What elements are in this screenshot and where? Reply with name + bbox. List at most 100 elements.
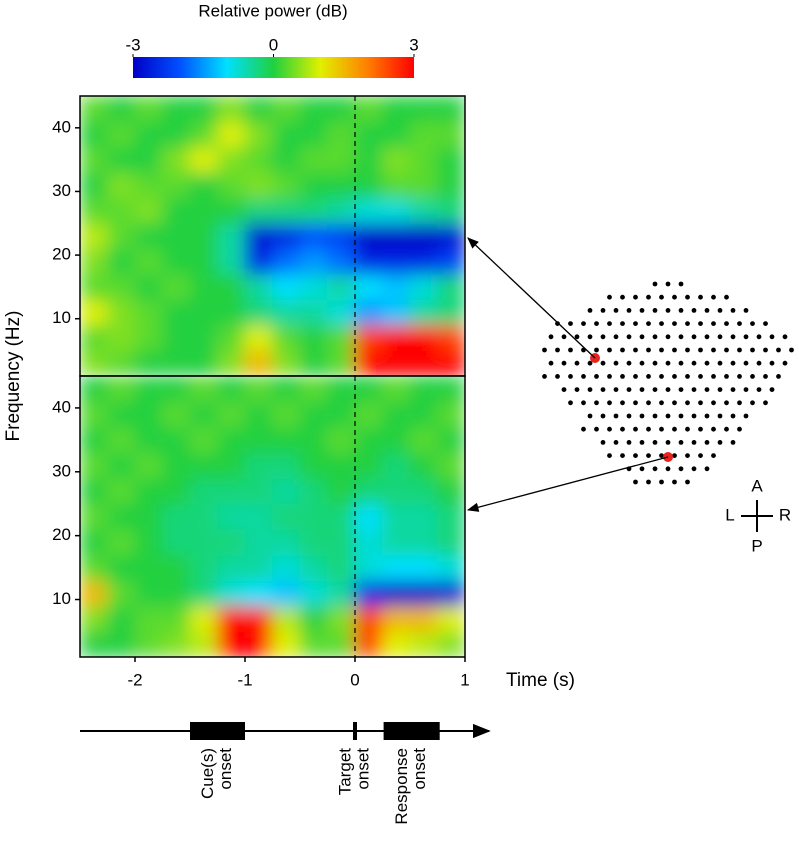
heatmap-cell	[189, 630, 218, 657]
sensor	[769, 360, 775, 366]
heatmap-cell	[299, 299, 328, 326]
sensor	[763, 321, 768, 326]
colorbar-tick-label: 0	[269, 35, 278, 54]
heatmap-cell	[409, 579, 438, 607]
sensor	[711, 321, 716, 326]
heatmap-cell	[327, 96, 356, 122]
heatmap-cell	[354, 554, 383, 581]
sensor	[542, 347, 547, 353]
heatmap-cell	[162, 401, 191, 428]
sensor	[691, 466, 697, 472]
sensor	[672, 294, 677, 300]
heatmap-cell	[327, 376, 356, 403]
heatmap-cell	[217, 222, 246, 250]
sensor	[600, 360, 606, 366]
heatmap-cell	[299, 248, 328, 275]
sensor	[659, 426, 664, 432]
direction-posterior: P	[751, 536, 762, 555]
heatmap-cell	[217, 96, 246, 122]
sensor	[711, 374, 716, 379]
heatmap-cell	[382, 273, 411, 301]
heatmap-cell	[354, 171, 383, 199]
heatmap-cell	[189, 503, 218, 530]
heatmap-cell	[244, 401, 273, 428]
heatmap-cell	[354, 426, 383, 454]
heatmap-cell	[80, 376, 108, 403]
sensor	[561, 334, 567, 340]
sensor	[620, 374, 625, 379]
sensor	[659, 347, 664, 353]
sensor	[704, 334, 710, 340]
sensor	[665, 281, 671, 287]
heatmap-cell	[107, 503, 136, 530]
connector-arrow	[467, 237, 596, 359]
heatmap-cell	[162, 96, 191, 122]
heatmap-cell	[299, 350, 328, 376]
heatmap-cell	[134, 324, 163, 352]
heatmap-cell	[107, 528, 136, 556]
heatmap-cell	[327, 554, 356, 581]
sensor	[730, 413, 736, 419]
heatmap-cell	[299, 503, 328, 530]
heatmap-cell	[272, 426, 301, 454]
sensor	[626, 387, 632, 392]
sensor	[594, 374, 599, 379]
heatmap-cell	[107, 426, 136, 454]
sensor	[678, 308, 684, 313]
heatmap-cell	[107, 350, 136, 376]
sensor	[607, 347, 612, 353]
sensor	[672, 426, 677, 432]
heatmap-cell	[327, 197, 356, 224]
heatmap-cell	[327, 528, 356, 556]
heatmap-cell	[162, 171, 191, 199]
sensor	[698, 347, 703, 353]
heatmap-cell	[299, 528, 328, 556]
heatmap-cell	[244, 324, 273, 352]
timeline-label: Cue(s)	[198, 748, 217, 799]
sensor	[750, 347, 755, 353]
sensor	[633, 453, 638, 458]
heatmap-cell	[217, 401, 246, 428]
connector-arrow	[466, 456, 669, 512]
sensor	[652, 387, 658, 392]
heatmap-cell	[217, 197, 246, 224]
sensor	[698, 400, 703, 406]
heatmap-cell	[244, 171, 273, 199]
heatmap-cell	[134, 401, 163, 428]
sensor	[548, 334, 554, 340]
heatmap-cell	[107, 401, 136, 428]
heatmap-cell	[217, 299, 246, 326]
heatmap-cell	[354, 350, 383, 376]
sensor	[652, 360, 658, 366]
heatmap-cell	[272, 222, 301, 250]
heatmap-cell	[217, 273, 246, 301]
sensor	[730, 440, 736, 445]
sensor	[620, 294, 625, 300]
heatmap-cell	[299, 324, 328, 352]
sensor	[581, 321, 586, 326]
heatmap-cell	[354, 197, 383, 224]
sensor	[724, 426, 729, 432]
sensor	[568, 321, 573, 326]
heatmap-cell	[107, 120, 136, 148]
sensor	[652, 334, 658, 340]
sensor	[652, 308, 658, 313]
heatmap-cell	[382, 146, 411, 173]
heatmap-cell	[244, 426, 273, 454]
y-tick-label: 30	[52, 181, 71, 200]
heatmap-cell	[107, 630, 136, 657]
heatmap-cell	[189, 605, 218, 632]
heatmap-cell	[272, 630, 301, 657]
heatmap-cell	[299, 554, 328, 581]
sensor	[659, 479, 664, 485]
heatmap-cell	[162, 248, 191, 275]
heatmap-cell	[327, 324, 356, 352]
heatmap-cell	[134, 120, 163, 148]
heatmap-cell	[107, 171, 136, 199]
heatmap-cell	[244, 503, 273, 530]
heatmap-cell	[217, 146, 246, 173]
heatmap-cell	[382, 630, 411, 657]
sensor	[789, 347, 794, 353]
sensor	[691, 360, 697, 366]
heatmap-cell	[437, 96, 465, 122]
